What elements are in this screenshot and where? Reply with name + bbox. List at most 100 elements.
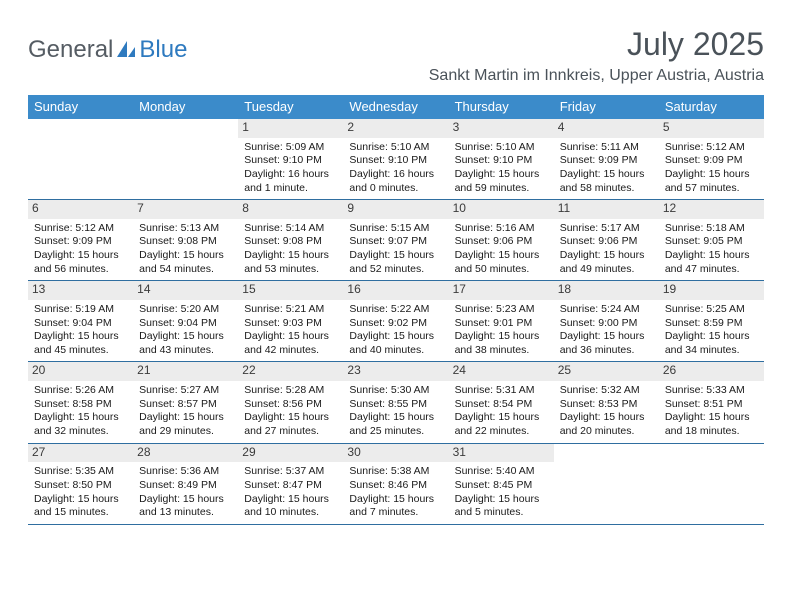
day-dl1: Daylight: 15 hours xyxy=(665,168,758,182)
day-number: 13 xyxy=(28,281,133,300)
day-sunset: Sunset: 8:51 PM xyxy=(665,398,758,412)
day-dl2: and 38 minutes. xyxy=(455,344,548,358)
day-dl1: Daylight: 15 hours xyxy=(349,411,442,425)
calendar-day: 20Sunrise: 5:26 AMSunset: 8:58 PMDayligh… xyxy=(28,362,133,442)
page-title: July 2025 xyxy=(429,26,764,63)
day-sunset: Sunset: 9:04 PM xyxy=(34,317,127,331)
day-sunrise: Sunrise: 5:20 AM xyxy=(139,303,232,317)
day-dl1: Daylight: 15 hours xyxy=(455,249,548,263)
dow-row: Sunday Monday Tuesday Wednesday Thursday… xyxy=(28,95,764,119)
calendar-day: 16Sunrise: 5:22 AMSunset: 9:02 PMDayligh… xyxy=(343,281,448,361)
page: General Blue July 2025 Sankt Martin im I… xyxy=(0,0,792,525)
day-number: 25 xyxy=(554,362,659,381)
dow-cell: Saturday xyxy=(659,95,764,119)
day-sunrise: Sunrise: 5:13 AM xyxy=(139,222,232,236)
day-dl1: Daylight: 15 hours xyxy=(349,330,442,344)
dow-cell: Thursday xyxy=(449,95,554,119)
day-sunrise: Sunrise: 5:16 AM xyxy=(455,222,548,236)
day-sunrise: Sunrise: 5:15 AM xyxy=(349,222,442,236)
day-sunrise: Sunrise: 5:25 AM xyxy=(665,303,758,317)
day-number: 8 xyxy=(238,200,343,219)
day-number: 15 xyxy=(238,281,343,300)
day-dl2: and 10 minutes. xyxy=(244,506,337,520)
day-sunset: Sunset: 9:02 PM xyxy=(349,317,442,331)
calendar-day: 4Sunrise: 5:11 AMSunset: 9:09 PMDaylight… xyxy=(554,119,659,199)
calendar-day: 15Sunrise: 5:21 AMSunset: 9:03 PMDayligh… xyxy=(238,281,343,361)
title-block: July 2025 Sankt Martin im Innkreis, Uppe… xyxy=(429,26,764,85)
calendar-day: 28Sunrise: 5:36 AMSunset: 8:49 PMDayligh… xyxy=(133,444,238,524)
calendar-day: 9Sunrise: 5:15 AMSunset: 9:07 PMDaylight… xyxy=(343,200,448,280)
day-sunrise: Sunrise: 5:38 AM xyxy=(349,465,442,479)
day-dl1: Daylight: 15 hours xyxy=(560,330,653,344)
dow-cell: Wednesday xyxy=(343,95,448,119)
dow-cell: Sunday xyxy=(28,95,133,119)
day-sunset: Sunset: 8:59 PM xyxy=(665,317,758,331)
day-sunrise: Sunrise: 5:33 AM xyxy=(665,384,758,398)
day-sunrise: Sunrise: 5:23 AM xyxy=(455,303,548,317)
day-dl2: and 58 minutes. xyxy=(560,182,653,196)
calendar-day: 5Sunrise: 5:12 AMSunset: 9:09 PMDaylight… xyxy=(659,119,764,199)
day-dl1: Daylight: 15 hours xyxy=(349,249,442,263)
day-sunrise: Sunrise: 5:12 AM xyxy=(665,141,758,155)
day-sunset: Sunset: 8:50 PM xyxy=(34,479,127,493)
day-sunset: Sunset: 8:56 PM xyxy=(244,398,337,412)
day-dl1: Daylight: 15 hours xyxy=(665,249,758,263)
day-dl1: Daylight: 15 hours xyxy=(34,330,127,344)
day-dl1: Daylight: 15 hours xyxy=(244,249,337,263)
day-sunrise: Sunrise: 5:17 AM xyxy=(560,222,653,236)
day-sunrise: Sunrise: 5:30 AM xyxy=(349,384,442,398)
calendar-weeks: 1Sunrise: 5:09 AMSunset: 9:10 PMDaylight… xyxy=(28,119,764,525)
day-sunset: Sunset: 9:03 PM xyxy=(244,317,337,331)
calendar-day xyxy=(133,119,238,199)
calendar-day: 8Sunrise: 5:14 AMSunset: 9:08 PMDaylight… xyxy=(238,200,343,280)
day-sunset: Sunset: 9:08 PM xyxy=(244,235,337,249)
day-sunset: Sunset: 9:09 PM xyxy=(34,235,127,249)
day-dl2: and 0 minutes. xyxy=(349,182,442,196)
calendar: Sunday Monday Tuesday Wednesday Thursday… xyxy=(28,95,764,525)
header: General Blue July 2025 Sankt Martin im I… xyxy=(28,26,764,85)
day-sunset: Sunset: 8:53 PM xyxy=(560,398,653,412)
day-sunrise: Sunrise: 5:35 AM xyxy=(34,465,127,479)
day-dl1: Daylight: 15 hours xyxy=(560,168,653,182)
day-sunrise: Sunrise: 5:22 AM xyxy=(349,303,442,317)
calendar-day: 1Sunrise: 5:09 AMSunset: 9:10 PMDaylight… xyxy=(238,119,343,199)
day-dl2: and 18 minutes. xyxy=(665,425,758,439)
day-number: 14 xyxy=(133,281,238,300)
day-number: 6 xyxy=(28,200,133,219)
day-sunrise: Sunrise: 5:27 AM xyxy=(139,384,232,398)
day-dl1: Daylight: 16 hours xyxy=(244,168,337,182)
day-dl2: and 45 minutes. xyxy=(34,344,127,358)
day-sunrise: Sunrise: 5:40 AM xyxy=(455,465,548,479)
day-sunrise: Sunrise: 5:28 AM xyxy=(244,384,337,398)
day-sunset: Sunset: 8:58 PM xyxy=(34,398,127,412)
day-sunrise: Sunrise: 5:24 AM xyxy=(560,303,653,317)
brand-general: General xyxy=(28,36,113,64)
day-dl2: and 50 minutes. xyxy=(455,263,548,277)
dow-cell: Monday xyxy=(133,95,238,119)
day-dl1: Daylight: 15 hours xyxy=(244,493,337,507)
day-sunrise: Sunrise: 5:26 AM xyxy=(34,384,127,398)
calendar-day: 7Sunrise: 5:13 AMSunset: 9:08 PMDaylight… xyxy=(133,200,238,280)
day-sunset: Sunset: 9:06 PM xyxy=(455,235,548,249)
day-sunset: Sunset: 8:46 PM xyxy=(349,479,442,493)
day-dl2: and 22 minutes. xyxy=(455,425,548,439)
day-sunset: Sunset: 8:45 PM xyxy=(455,479,548,493)
calendar-week: 27Sunrise: 5:35 AMSunset: 8:50 PMDayligh… xyxy=(28,444,764,525)
day-sunset: Sunset: 9:04 PM xyxy=(139,317,232,331)
day-sunset: Sunset: 9:05 PM xyxy=(665,235,758,249)
calendar-day: 29Sunrise: 5:37 AMSunset: 8:47 PMDayligh… xyxy=(238,444,343,524)
calendar-day: 14Sunrise: 5:20 AMSunset: 9:04 PMDayligh… xyxy=(133,281,238,361)
logo-sail-icon xyxy=(115,39,137,61)
day-sunrise: Sunrise: 5:11 AM xyxy=(560,141,653,155)
dow-cell: Tuesday xyxy=(238,95,343,119)
calendar-day: 3Sunrise: 5:10 AMSunset: 9:10 PMDaylight… xyxy=(449,119,554,199)
calendar-day: 17Sunrise: 5:23 AMSunset: 9:01 PMDayligh… xyxy=(449,281,554,361)
day-sunset: Sunset: 8:57 PM xyxy=(139,398,232,412)
calendar-week: 20Sunrise: 5:26 AMSunset: 8:58 PMDayligh… xyxy=(28,362,764,443)
day-dl1: Daylight: 15 hours xyxy=(455,411,548,425)
dow-cell: Friday xyxy=(554,95,659,119)
day-sunset: Sunset: 9:10 PM xyxy=(349,154,442,168)
day-dl2: and 20 minutes. xyxy=(560,425,653,439)
day-dl1: Daylight: 15 hours xyxy=(665,330,758,344)
day-sunset: Sunset: 8:55 PM xyxy=(349,398,442,412)
